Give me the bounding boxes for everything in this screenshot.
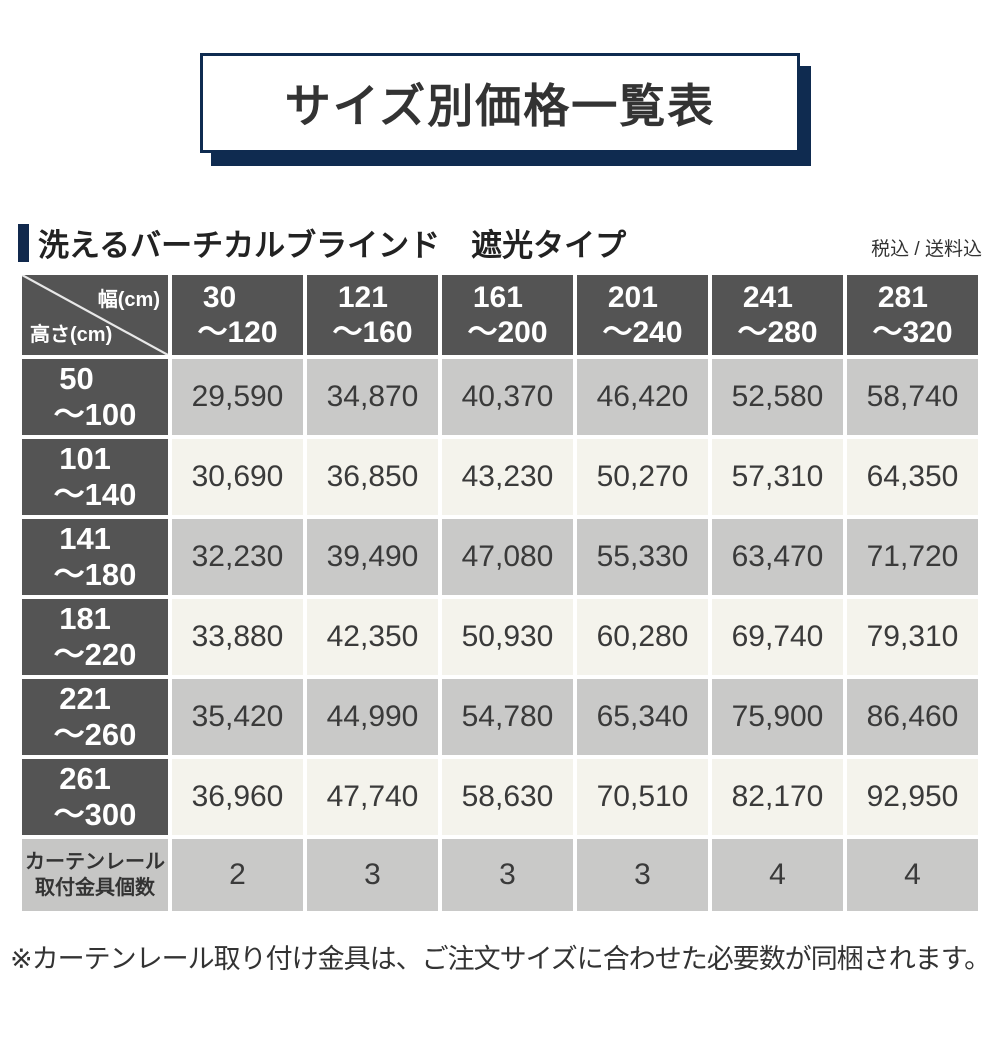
table-row: 221 〜260 35,420 44,990 54,780 65,340 75,9… bbox=[22, 679, 978, 755]
price-cell: 79,310 bbox=[847, 599, 978, 675]
price-cell: 36,850 bbox=[307, 439, 438, 515]
subtitle-row: 洗えるバーチカルブラインド 遮光タイプ 税込 / 送料込 bbox=[18, 220, 982, 265]
table-row: 181 〜220 33,880 42,350 50,930 60,280 69,7… bbox=[22, 599, 978, 675]
table-row: 50 〜100 29,590 34,870 40,370 46,420 52,58… bbox=[22, 359, 978, 435]
price-cell: 32,230 bbox=[172, 519, 303, 595]
price-cell: 70,510 bbox=[577, 759, 708, 835]
price-cell: 43,230 bbox=[442, 439, 573, 515]
price-cell: 29,590 bbox=[172, 359, 303, 435]
page-title: サイズ別価格一覧表 bbox=[284, 80, 716, 132]
bracket-count-cell: 4 bbox=[712, 839, 843, 911]
price-cell: 71,720 bbox=[847, 519, 978, 595]
column-header: 201 〜240 bbox=[577, 275, 708, 355]
price-cell: 35,420 bbox=[172, 679, 303, 755]
subtitle-left: 洗えるバーチカルブラインド 遮光タイプ bbox=[18, 220, 871, 265]
price-cell: 54,780 bbox=[442, 679, 573, 755]
table-row: 261 〜300 36,960 47,740 58,630 70,510 82,1… bbox=[22, 759, 978, 835]
bracket-count-row: カーテンレール 取付金具個数 2 3 3 3 4 4 bbox=[22, 839, 978, 911]
price-cell: 33,880 bbox=[172, 599, 303, 675]
row-header: 101 〜140 bbox=[22, 439, 168, 515]
bracket-count-cell: 3 bbox=[442, 839, 573, 911]
row-header: 141 〜180 bbox=[22, 519, 168, 595]
price-cell: 46,420 bbox=[577, 359, 708, 435]
bracket-count-cell: 4 bbox=[847, 839, 978, 911]
row-header: 181 〜220 bbox=[22, 599, 168, 675]
price-table: 幅(cm) 高さ(cm) 30 〜120 121 〜160 161 〜200 201 〜… bbox=[18, 271, 982, 915]
column-header: 161 〜200 bbox=[442, 275, 573, 355]
diagonal-line bbox=[22, 275, 168, 355]
price-cell: 75,900 bbox=[712, 679, 843, 755]
price-cell: 55,330 bbox=[577, 519, 708, 595]
price-cell: 44,990 bbox=[307, 679, 438, 755]
corner-header-cell: 幅(cm) 高さ(cm) bbox=[22, 275, 168, 355]
bracket-row-label: カーテンレール 取付金具個数 bbox=[22, 839, 168, 911]
price-cell: 47,740 bbox=[307, 759, 438, 835]
price-cell: 34,870 bbox=[307, 359, 438, 435]
price-cell: 36,960 bbox=[172, 759, 303, 835]
price-cell: 82,170 bbox=[712, 759, 843, 835]
column-header: 281 〜320 bbox=[847, 275, 978, 355]
column-header: 241 〜280 bbox=[712, 275, 843, 355]
price-cell: 57,310 bbox=[712, 439, 843, 515]
price-cell: 47,080 bbox=[442, 519, 573, 595]
tax-shipping-note: 税込 / 送料込 bbox=[871, 239, 982, 260]
width-axis-label: 幅(cm) bbox=[97, 289, 160, 311]
price-cell: 58,630 bbox=[442, 759, 573, 835]
product-title: 洗えるバーチカルブラインド 遮光タイプ bbox=[38, 228, 627, 263]
price-cell: 92,950 bbox=[847, 759, 978, 835]
price-cell: 60,280 bbox=[577, 599, 708, 675]
price-cell: 30,690 bbox=[172, 439, 303, 515]
price-cell: 69,740 bbox=[712, 599, 843, 675]
row-header: 221 〜260 bbox=[22, 679, 168, 755]
table-row: 101 〜140 30,690 36,850 43,230 50,270 57,3… bbox=[22, 439, 978, 515]
price-cell: 63,470 bbox=[712, 519, 843, 595]
table-row: 141 〜180 32,230 39,490 47,080 55,330 63,4… bbox=[22, 519, 978, 595]
table-header-row: 幅(cm) 高さ(cm) 30 〜120 121 〜160 161 〜200 201 〜… bbox=[22, 275, 978, 355]
price-cell: 40,370 bbox=[442, 359, 573, 435]
column-header: 30 〜120 bbox=[172, 275, 303, 355]
column-header: 121 〜160 bbox=[307, 275, 438, 355]
row-header: 50 〜100 bbox=[22, 359, 168, 435]
price-cell: 50,930 bbox=[442, 599, 573, 675]
row-header: 261 〜300 bbox=[22, 759, 168, 835]
bracket-count-cell: 3 bbox=[577, 839, 708, 911]
bracket-count-cell: 2 bbox=[172, 839, 303, 911]
price-cell: 65,340 bbox=[577, 679, 708, 755]
price-cell: 42,350 bbox=[307, 599, 438, 675]
title-banner: サイズ別価格一覧表 bbox=[200, 53, 800, 153]
price-cell: 52,580 bbox=[712, 359, 843, 435]
accent-bar bbox=[18, 223, 29, 262]
footnote: ※カーテンレール取り付け金具は、ご注文サイズに合わせた必要数が同梱されます。 bbox=[10, 944, 991, 974]
price-cell: 50,270 bbox=[577, 439, 708, 515]
price-cell: 86,460 bbox=[847, 679, 978, 755]
price-cell: 39,490 bbox=[307, 519, 438, 595]
height-axis-label: 高さ(cm) bbox=[30, 324, 113, 346]
price-cell: 58,740 bbox=[847, 359, 978, 435]
price-cell: 64,350 bbox=[847, 439, 978, 515]
bracket-count-cell: 3 bbox=[307, 839, 438, 911]
